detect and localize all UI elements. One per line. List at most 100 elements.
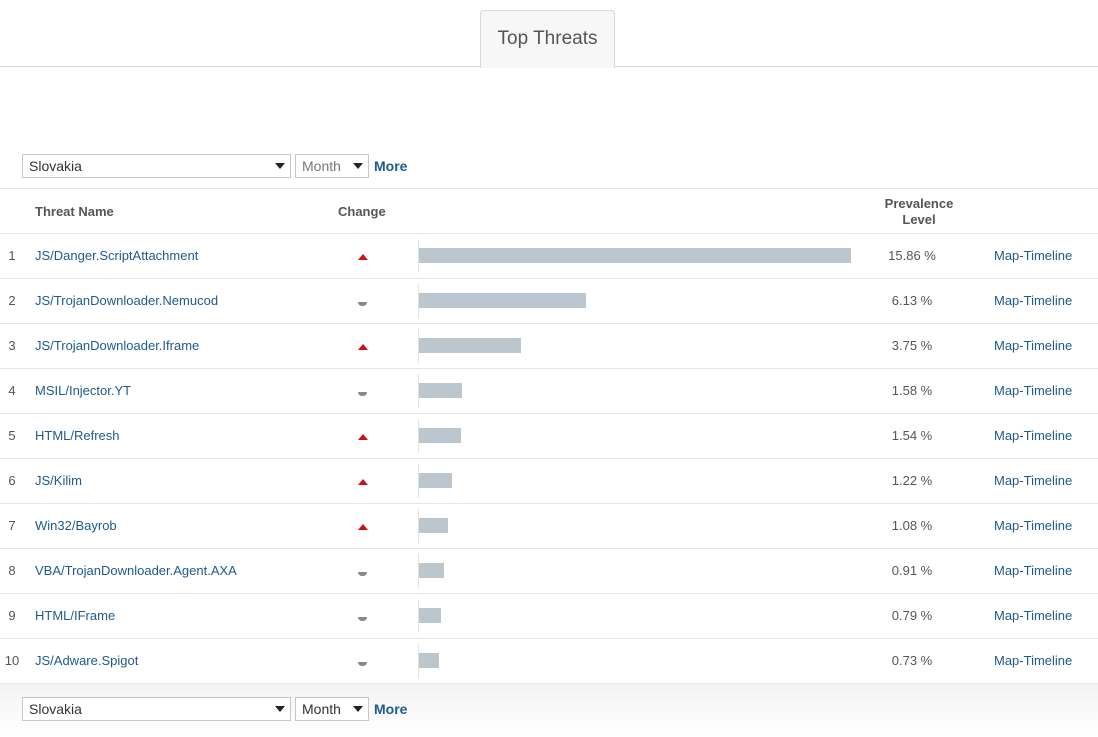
period-select[interactable]: Month xyxy=(295,154,369,178)
prevalence-bar xyxy=(419,653,439,668)
prevalence-value: 0.79 % xyxy=(891,608,933,623)
table-header: Threat Name Change Prevalence Level xyxy=(0,188,1098,234)
row-rank: 7 xyxy=(8,518,16,533)
triangle-up-icon xyxy=(358,524,368,530)
header-threat-name: Threat Name xyxy=(35,204,114,219)
prevalence-bar-track xyxy=(418,644,858,678)
half-circle-icon xyxy=(358,662,367,666)
triangle-up-icon xyxy=(358,254,368,260)
map-timeline-link[interactable]: Map-Timeline xyxy=(994,293,1073,308)
more-link[interactable]: More xyxy=(374,158,408,174)
map-timeline-link[interactable]: Map-Timeline xyxy=(994,608,1073,623)
caret-down-icon xyxy=(275,163,285,169)
tab-bar: Top Threats xyxy=(0,0,1098,68)
map-timeline-link[interactable]: Map-Timeline xyxy=(994,653,1073,668)
table-row: 1 JS/Danger.ScriptAttachment 15.86 % Map-Ti… xyxy=(0,234,1098,279)
map-timeline-link[interactable]: Map-Timeline xyxy=(994,248,1073,263)
header-change: Change xyxy=(338,204,386,219)
tab-top-threats[interactable]: Top Threats xyxy=(480,10,615,68)
triangle-up-icon xyxy=(358,434,368,440)
row-rank: 5 xyxy=(8,428,16,443)
map-timeline-link[interactable]: Map-Timeline xyxy=(994,428,1073,443)
caret-down-icon xyxy=(353,706,363,712)
filters-bottom: Slovakia Month More xyxy=(22,697,407,721)
row-rank: 3 xyxy=(8,338,16,353)
row-rank: 6 xyxy=(8,473,16,488)
prevalence-bar-track xyxy=(418,509,858,543)
filters-top: Slovakia Month More xyxy=(22,154,407,178)
triangle-up-icon xyxy=(358,344,368,350)
prevalence-bar-track xyxy=(418,239,858,273)
prevalence-bar-track xyxy=(418,464,858,498)
prevalence-bar xyxy=(419,563,444,578)
prevalence-value: 6.13 % xyxy=(891,293,933,308)
threat-name-link[interactable]: VBA/TrojanDownloader.Agent.AXA xyxy=(35,563,237,578)
prevalence-value: 1.22 % xyxy=(891,473,933,488)
threat-name-link[interactable]: Win32/Bayrob xyxy=(35,518,117,533)
prevalence-value: 0.91 % xyxy=(891,563,933,578)
prevalence-value: 3.75 % xyxy=(891,338,933,353)
map-timeline-link[interactable]: Map-Timeline xyxy=(994,338,1073,353)
half-circle-icon xyxy=(358,572,367,576)
table-row: 6 JS/Kilim 1.22 % Map-Timeline xyxy=(0,459,1098,504)
prevalence-bar-track xyxy=(418,599,858,633)
prevalence-bar xyxy=(419,518,448,533)
half-circle-icon xyxy=(358,392,367,396)
row-rank: 2 xyxy=(8,293,16,308)
prevalence-value: 1.08 % xyxy=(891,518,933,533)
threat-name-link[interactable]: HTML/Refresh xyxy=(35,428,120,443)
row-rank: 8 xyxy=(8,563,16,578)
table-row: 4 MSIL/Injector.YT 1.58 % Map-Timeline xyxy=(0,369,1098,414)
threat-name-link[interactable]: JS/Danger.ScriptAttachment xyxy=(35,248,199,263)
prevalence-bar-track xyxy=(418,374,858,408)
map-timeline-link[interactable]: Map-Timeline xyxy=(994,563,1073,578)
prevalence-bar-track xyxy=(418,284,858,318)
country-select-bottom-value: Slovakia xyxy=(29,701,82,717)
map-timeline-link[interactable]: Map-Timeline xyxy=(994,383,1073,398)
period-select-bottom-value: Month xyxy=(302,701,341,717)
prevalence-bar xyxy=(419,383,462,398)
header-prevalence-line2: Level xyxy=(902,212,936,227)
threat-name-link[interactable]: JS/TrojanDownloader.Iframe xyxy=(35,338,200,353)
threat-name-link[interactable]: JS/Adware.Spigot xyxy=(35,653,139,668)
map-timeline-link[interactable]: Map-Timeline xyxy=(994,518,1073,533)
row-rank: 1 xyxy=(8,248,16,263)
country-select-bottom[interactable]: Slovakia xyxy=(22,697,291,721)
threat-name-link[interactable]: HTML/IFrame xyxy=(35,608,116,623)
table-row: 8 VBA/TrojanDownloader.Agent.AXA 0.91 % Map… xyxy=(0,549,1098,594)
table-row: 5 HTML/Refresh 1.54 % Map-Timeline xyxy=(0,414,1098,459)
prevalence-value: 1.58 % xyxy=(891,383,933,398)
table-row: 7 Win32/Bayrob 1.08 % Map-Timeline xyxy=(0,504,1098,549)
table-row: 3 JS/TrojanDownloader.Iframe 3.75 % Map-Tim… xyxy=(0,324,1098,369)
prevalence-bar xyxy=(419,293,586,308)
threat-name-link[interactable]: MSIL/Injector.YT xyxy=(35,383,132,398)
caret-down-icon xyxy=(353,163,363,169)
prevalence-bar xyxy=(419,428,461,443)
prevalence-bar xyxy=(419,248,851,263)
threat-table-body: 1 JS/Danger.ScriptAttachment 15.86 % Map-Ti… xyxy=(0,234,1098,684)
triangle-up-icon xyxy=(358,479,368,485)
header-prevalence: Prevalence Level xyxy=(870,196,968,228)
row-rank: 4 xyxy=(8,383,16,398)
table-row: 9 HTML/IFrame 0.79 % Map-Timeline xyxy=(0,594,1098,639)
more-link-bottom[interactable]: More xyxy=(374,701,408,717)
prevalence-bar-track xyxy=(418,419,858,453)
row-rank: 10 xyxy=(4,653,20,668)
row-rank: 9 xyxy=(8,608,16,623)
caret-down-icon xyxy=(275,706,285,712)
header-prevalence-line1: Prevalence xyxy=(884,196,954,211)
threat-name-link[interactable]: JS/Kilim xyxy=(35,473,82,488)
prevalence-bar-track xyxy=(418,554,858,588)
map-timeline-link[interactable]: Map-Timeline xyxy=(994,473,1073,488)
prevalence-value: 0.73 % xyxy=(891,653,933,668)
table-row: 2 JS/TrojanDownloader.Nemucod 6.13 % Map-Ti… xyxy=(0,279,1098,324)
period-select-bottom[interactable]: Month xyxy=(295,697,369,721)
prevalence-bar-track xyxy=(418,329,858,363)
country-select[interactable]: Slovakia xyxy=(22,154,291,178)
table-row: 10 JS/Adware.Spigot 0.73 % Map-Timeline xyxy=(0,639,1098,684)
threat-name-link[interactable]: JS/TrojanDownloader.Nemucod xyxy=(35,293,219,308)
half-circle-icon xyxy=(358,617,367,621)
country-select-value: Slovakia xyxy=(29,158,82,174)
period-select-value: Month xyxy=(302,158,341,174)
prevalence-value: 1.54 % xyxy=(891,428,933,443)
